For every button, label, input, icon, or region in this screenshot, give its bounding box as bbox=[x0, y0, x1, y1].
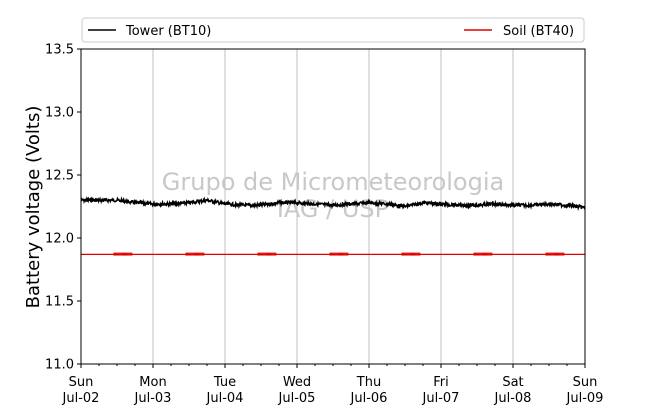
x-tick-day-2: Tue bbox=[213, 375, 236, 390]
x-tick-day-5: Fri bbox=[433, 375, 449, 390]
x-tick-date-2: Jul-04 bbox=[206, 391, 244, 406]
watermark: Grupo de Micrometeorologia IAG / USP bbox=[162, 168, 504, 223]
x-tick-date-5: Jul-07 bbox=[422, 391, 460, 406]
legend-frame bbox=[81, 17, 585, 43]
x-tick-day-0: Sun bbox=[69, 375, 94, 390]
x-tick-day-4: Thu bbox=[356, 375, 381, 390]
y-tick-label-0: 11.0 bbox=[45, 358, 74, 373]
x-axis: SunJul-02MonJul-03TueJul-04WedJul-05ThuJ… bbox=[62, 364, 604, 406]
legend-label-soil: Soil (BT40) bbox=[503, 24, 574, 39]
y-tick-label-3: 12.5 bbox=[45, 169, 74, 184]
y-tick-label-2: 12.0 bbox=[45, 232, 74, 247]
x-tick-date-7: Jul-09 bbox=[566, 391, 604, 406]
y-tick-label-5: 13.5 bbox=[45, 43, 74, 58]
legend-label-tower: Tower (BT10) bbox=[125, 24, 211, 39]
watermark-line-2: IAG / USP bbox=[277, 195, 389, 223]
y-tick-label-1: 11.5 bbox=[45, 295, 74, 310]
x-tick-day-3: Wed bbox=[283, 375, 311, 390]
x-tick-date-6: Jul-08 bbox=[494, 391, 532, 406]
x-tick-day-7: Sun bbox=[573, 375, 598, 390]
x-tick-day-6: Sat bbox=[502, 375, 523, 390]
watermark-line-1: Grupo de Micrometeorologia bbox=[162, 168, 504, 196]
y-tick-label-4: 13.0 bbox=[45, 106, 74, 121]
x-tick-date-1: Jul-03 bbox=[134, 391, 172, 406]
x-tick-date-0: Jul-02 bbox=[62, 391, 100, 406]
series-soil-bursts bbox=[113, 252, 565, 256]
grid-lines bbox=[80, 49, 586, 364]
legend: Tower (BT10) Soil (BT40) bbox=[81, 17, 585, 43]
y-axis: 11.0 11.5 12.0 12.5 13.0 13.5 bbox=[45, 43, 81, 373]
y-axis-label: Battery voltage (Volts) bbox=[23, 106, 44, 309]
series-line-tower bbox=[80, 195, 586, 212]
x-tick-date-3: Jul-05 bbox=[278, 391, 316, 406]
x-tick-day-1: Mon bbox=[139, 375, 166, 390]
x-tick-date-4: Jul-06 bbox=[350, 391, 388, 406]
series-layer bbox=[80, 195, 586, 256]
